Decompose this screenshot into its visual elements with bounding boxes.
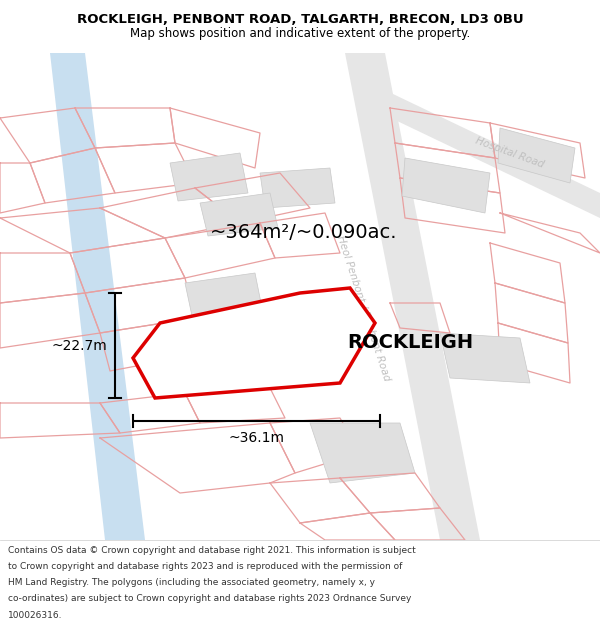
Text: to Crown copyright and database rights 2023 and is reproduced with the permissio: to Crown copyright and database rights 2… [8,562,402,571]
Polygon shape [185,273,262,316]
Polygon shape [345,53,480,540]
Text: Contains OS data © Crown copyright and database right 2021. This information is : Contains OS data © Crown copyright and d… [8,546,416,555]
Text: Map shows position and indicative extent of the property.: Map shows position and indicative extent… [130,27,470,40]
Polygon shape [133,288,375,398]
Polygon shape [440,333,530,383]
Text: 100026316.: 100026316. [8,611,62,619]
Text: Heol Penbont / Penbont Road: Heol Penbont / Penbont Road [335,234,391,382]
Polygon shape [310,423,415,483]
Polygon shape [370,83,600,218]
Text: ROCKLEIGH, PENBONT ROAD, TALGARTH, BRECON, LD3 0BU: ROCKLEIGH, PENBONT ROAD, TALGARTH, BRECO… [77,13,523,26]
Text: ROCKLEIGH: ROCKLEIGH [347,334,473,352]
Text: co-ordinates) are subject to Crown copyright and database rights 2023 Ordnance S: co-ordinates) are subject to Crown copyr… [8,594,411,603]
Text: HM Land Registry. The polygons (including the associated geometry, namely x, y: HM Land Registry. The polygons (includin… [8,578,375,587]
Polygon shape [498,128,575,183]
Text: ~36.1m: ~36.1m [229,431,284,445]
Text: ~22.7m: ~22.7m [51,339,107,352]
Polygon shape [50,53,145,540]
Text: Hospital Road: Hospital Road [475,136,545,170]
Polygon shape [260,168,335,208]
Polygon shape [170,153,248,201]
Polygon shape [200,193,278,236]
Text: ~364m²/~0.090ac.: ~364m²/~0.090ac. [210,224,398,243]
Polygon shape [402,158,490,213]
